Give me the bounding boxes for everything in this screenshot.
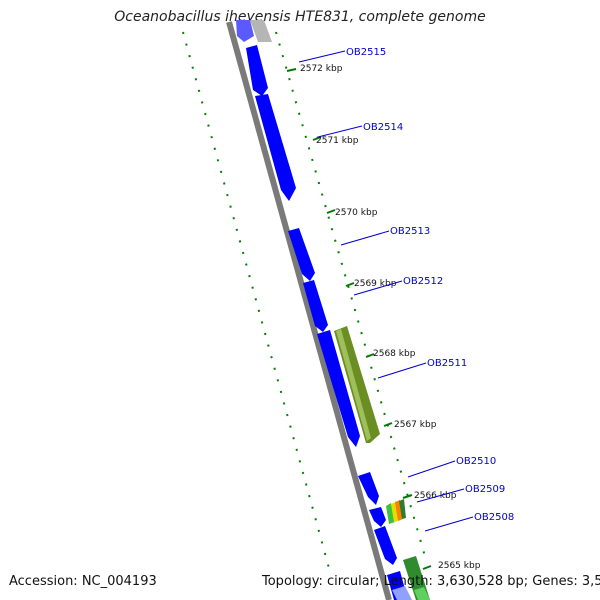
accession-text: Accession: NC_004193 [9,574,157,589]
gc-skew-track [275,31,427,561]
kbp-tick-mark [345,282,355,287]
gene-label-ob2511[interactable]: OB2511 [427,358,467,369]
gene-ob2515-arrow [246,45,268,96]
gene-label-leader-line [317,125,363,138]
gene-ob2509-arrow [369,507,386,527]
gene-label-ob2515[interactable]: OB2515 [346,47,386,58]
gene-label-leader-line [353,280,403,296]
gene-ob2513-arrow [288,228,315,281]
kbp-tick-mark [326,209,336,214]
gene-ob2514-arrow [255,94,296,201]
gene-ob2510-arrow [358,472,379,505]
kbp-tick-mark [365,353,375,358]
kbp-tick-mark [383,422,393,427]
gene-label-ob2514[interactable]: OB2514 [363,122,403,133]
feature-green-bottom-2 [414,587,430,600]
gene-label-leader-line [377,362,427,379]
kbp-ticks-group: 2572 kbp 2571 kbp 2570 kbp 2569 kbp 2568 kbp… [286,64,481,571]
kbp-tick-label: 2572 kbp [300,64,343,74]
feature-darkgreen-small [399,499,406,519]
genome-backbone [226,21,392,600]
gene-ob2512-arrow [303,280,328,332]
gene-label-leader-line [298,50,346,63]
kbp-tick-label: 2566 kbp [414,491,457,501]
kbp-tick-mark [422,565,432,570]
kbp-tick-mark [402,494,413,499]
rna-feature-olive-highlight [336,329,371,441]
kbp-tick-label: 2565 kbp [438,561,481,571]
feature-green-small [386,503,395,524]
gene-ob2508-arrow [374,526,397,565]
gene-label-leader-line [416,488,465,503]
kbp-tick-mark [286,68,297,72]
genome-title: Oceanobacillus iheyensis HTE831, complet… [114,9,486,25]
kbp-tick-label: 2571 kbp [316,136,359,146]
gene-partial-top-grey [250,20,272,42]
gene-partial-bottom-light [392,586,412,600]
gene-label-ob2510[interactable]: OB2510 [456,456,496,467]
kbp-tick-label: 2568 kbp [373,349,416,359]
kbp-tick-label: 2569 kbp [354,279,397,289]
genome-summary-text: Topology: circular; Length: 3,630,528 bp… [262,574,600,589]
gene-label-leader-line [407,460,456,478]
gene-labels-group: OB2515 OB2514 OB2513 OB2512 OB2511 OB2510 OB25… [298,47,514,532]
kbp-tick-label: 2567 kbp [394,420,437,430]
gene-label-ob2509[interactable]: OB2509 [465,484,505,495]
gene-label-ob2513[interactable]: OB2513 [390,226,430,237]
feature-orange-small [395,500,403,521]
gene-label-ob2512[interactable]: OB2512 [403,276,443,287]
gene-label-leader-line [424,516,474,532]
gene-ob2511-arrow [317,330,360,447]
gene-partial-top-blue [236,20,254,42]
kbp-tick-mark [312,136,322,141]
gene-label-leader-line [340,230,390,246]
kbp-tick-label: 2570 kbp [335,208,378,218]
gene-label-ob2508[interactable]: OB2508 [474,512,514,523]
